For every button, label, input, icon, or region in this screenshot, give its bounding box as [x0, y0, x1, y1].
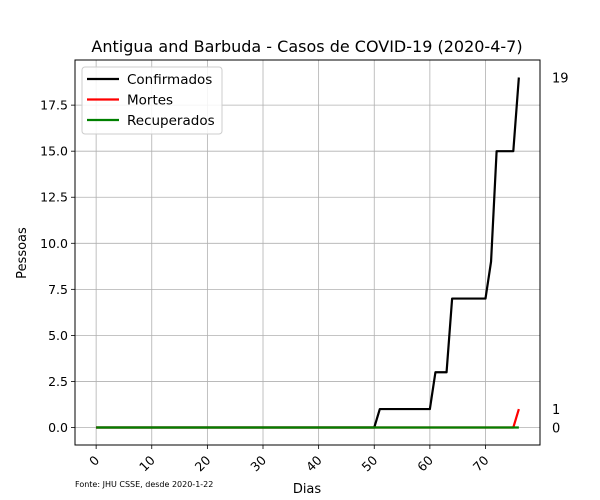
series-lines	[96, 77, 520, 429]
legend: Confirmados Mortes Recuperados	[81, 66, 223, 135]
legend-label-recuperados: Recuperados	[127, 113, 215, 129]
x-tick-label: 10	[136, 452, 158, 474]
y-tick-label: 5.0	[48, 328, 68, 343]
y-tick-label: 12.5	[40, 190, 68, 205]
x-axis-label: Dias	[293, 482, 322, 497]
y-tick-label: 17.5	[40, 98, 68, 113]
y-tick-label: 10.0	[40, 236, 68, 251]
y-tick-label: 0.0	[48, 420, 68, 435]
x-tick-label: 0	[86, 452, 102, 468]
legend-box	[81, 66, 223, 135]
y-tick-label: 15.0	[40, 144, 68, 159]
y-axis-label: Pessoas	[15, 227, 30, 279]
series-line-mortes	[96, 408, 520, 429]
x-tick-label: 30	[247, 452, 269, 474]
plot-frame	[74, 59, 541, 446]
source-note: Fonte: JHU CSSE, desde 2020-1-22	[75, 480, 213, 489]
y-tick-label: 7.5	[48, 282, 68, 297]
x-axis-ticks: 0 10 20 30 40 50 60 70	[86, 445, 492, 474]
end-label-recuperados: 0	[552, 422, 560, 437]
x-tick-label: 40	[303, 452, 325, 474]
x-tick-label: 50	[359, 452, 381, 474]
end-label-confirmados: 19	[552, 72, 569, 87]
x-tick-label: 60	[414, 452, 436, 474]
y-tick-label: 2.5	[48, 374, 68, 389]
series-line-confirmados	[96, 77, 520, 429]
chart-title: Antigua and Barbuda - Casos de COVID-19 …	[91, 37, 522, 56]
legend-label-confirmados: Confirmados	[127, 72, 212, 88]
x-tick-label: 20	[192, 452, 214, 474]
y-axis-ticks: 0.0 2.5 5.0 7.5 10.0 12.5 15.0 17.5	[40, 98, 75, 435]
end-label-mortes: 1	[552, 403, 560, 418]
legend-label-mortes: Mortes	[127, 93, 173, 109]
x-tick-label: 70	[470, 452, 492, 474]
grid-lines	[75, 60, 540, 445]
